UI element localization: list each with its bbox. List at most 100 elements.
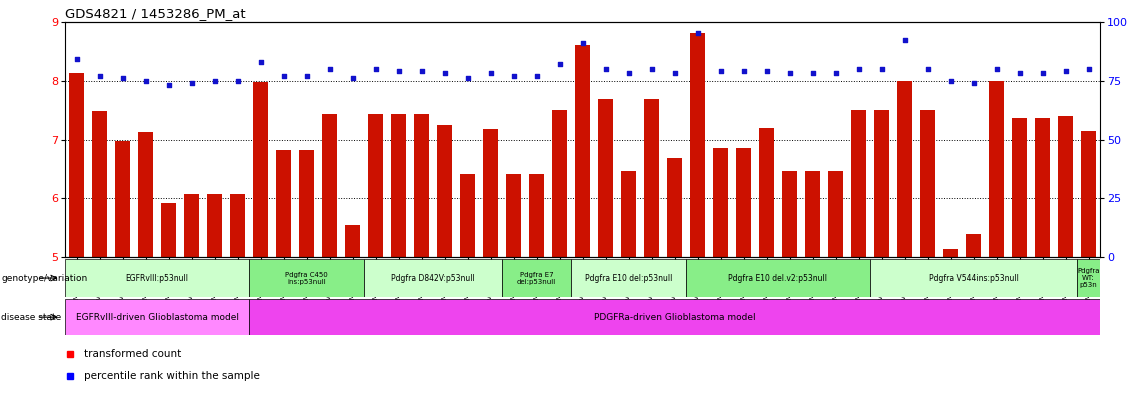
Point — [91, 73, 109, 79]
Point — [550, 61, 568, 67]
Point — [505, 73, 523, 79]
Point — [251, 59, 269, 65]
Point — [804, 70, 822, 77]
Point — [735, 68, 753, 74]
Bar — [529, 174, 543, 257]
Bar — [1081, 130, 1096, 257]
Bar — [322, 114, 337, 257]
Bar — [506, 174, 521, 257]
Text: genotype/variation: genotype/variation — [1, 274, 88, 283]
Text: Pdgfra E10 del.v2:p53null: Pdgfra E10 del.v2:p53null — [729, 274, 828, 283]
Point — [896, 37, 914, 44]
Bar — [364, 259, 503, 297]
Point — [688, 30, 706, 37]
Point — [1011, 70, 1029, 77]
Text: GDS4821 / 1453286_PM_at: GDS4821 / 1453286_PM_at — [65, 7, 246, 20]
Bar — [345, 225, 360, 257]
Bar — [782, 171, 797, 257]
Point — [298, 73, 316, 79]
Point — [67, 56, 85, 62]
Point — [366, 66, 384, 72]
Text: Pdgfra D842V:p53null: Pdgfra D842V:p53null — [391, 274, 475, 283]
Bar — [254, 82, 268, 257]
Point — [389, 68, 407, 74]
Bar — [207, 194, 222, 257]
Point — [1034, 70, 1052, 77]
Bar — [805, 171, 820, 257]
Text: EGFRvIII-driven Glioblastoma model: EGFRvIII-driven Glioblastoma model — [75, 313, 239, 321]
Point — [206, 77, 224, 84]
Point — [528, 73, 546, 79]
Text: transformed count: transformed count — [84, 349, 181, 359]
Bar — [621, 171, 636, 257]
Bar — [690, 33, 705, 257]
Point — [159, 82, 177, 88]
Bar — [276, 150, 291, 257]
Bar — [391, 114, 406, 257]
Bar — [299, 149, 314, 257]
Bar — [437, 125, 453, 257]
Bar — [920, 110, 935, 257]
Bar — [966, 234, 981, 257]
Bar — [686, 259, 870, 297]
Point — [757, 68, 775, 74]
Point — [274, 73, 292, 79]
Bar — [870, 259, 1077, 297]
Bar — [575, 45, 590, 257]
Bar — [230, 194, 244, 257]
Text: Pdgfra V544ins:p53null: Pdgfra V544ins:p53null — [929, 274, 1019, 283]
Bar — [667, 158, 682, 257]
Point — [620, 70, 638, 77]
Point — [114, 75, 132, 81]
Bar — [249, 259, 364, 297]
Point — [872, 66, 890, 72]
Bar — [69, 73, 84, 257]
Bar — [713, 148, 728, 257]
Bar — [850, 110, 866, 257]
Text: Pdgfra E10 del:p53null: Pdgfra E10 del:p53null — [584, 274, 672, 283]
Text: PDGFRa-driven Glioblastoma model: PDGFRa-driven Glioblastoma model — [594, 313, 755, 321]
Point — [136, 77, 155, 84]
Bar — [828, 171, 843, 257]
Bar — [943, 248, 958, 257]
Point — [827, 70, 845, 77]
Bar — [989, 81, 1004, 257]
Bar — [553, 110, 567, 257]
Text: disease state: disease state — [1, 313, 61, 321]
Bar — [644, 99, 659, 257]
Point — [321, 66, 339, 72]
Bar — [874, 110, 889, 257]
Bar — [460, 174, 475, 257]
Bar — [483, 129, 498, 257]
Point — [712, 68, 730, 74]
Point — [849, 66, 868, 72]
Bar — [571, 259, 686, 297]
Point — [481, 70, 499, 77]
Bar — [897, 81, 912, 257]
Text: EGFRvIII:p53null: EGFRvIII:p53null — [125, 274, 189, 283]
Bar — [1012, 118, 1027, 257]
Point — [780, 70, 798, 77]
Bar — [368, 114, 383, 257]
Point — [182, 80, 200, 86]
Point — [919, 66, 937, 72]
Text: Pdgfra E7
del:p53null: Pdgfra E7 del:p53null — [517, 272, 556, 285]
Point — [229, 77, 247, 84]
Point — [941, 77, 960, 84]
Text: percentile rank within the sample: percentile rank within the sample — [84, 371, 259, 381]
Point — [987, 66, 1005, 72]
Bar — [65, 259, 249, 297]
Point — [1079, 66, 1097, 72]
Bar — [1035, 118, 1049, 257]
Bar — [138, 132, 153, 257]
Bar — [760, 128, 774, 257]
Text: Pdgfra
WT:
p53n: Pdgfra WT: p53n — [1077, 268, 1099, 288]
Bar — [598, 99, 613, 257]
Point — [1056, 68, 1074, 74]
Point — [458, 75, 476, 81]
Bar — [65, 299, 249, 335]
Point — [642, 66, 661, 72]
Point — [413, 68, 431, 74]
Bar — [115, 141, 130, 257]
Point — [573, 40, 591, 46]
